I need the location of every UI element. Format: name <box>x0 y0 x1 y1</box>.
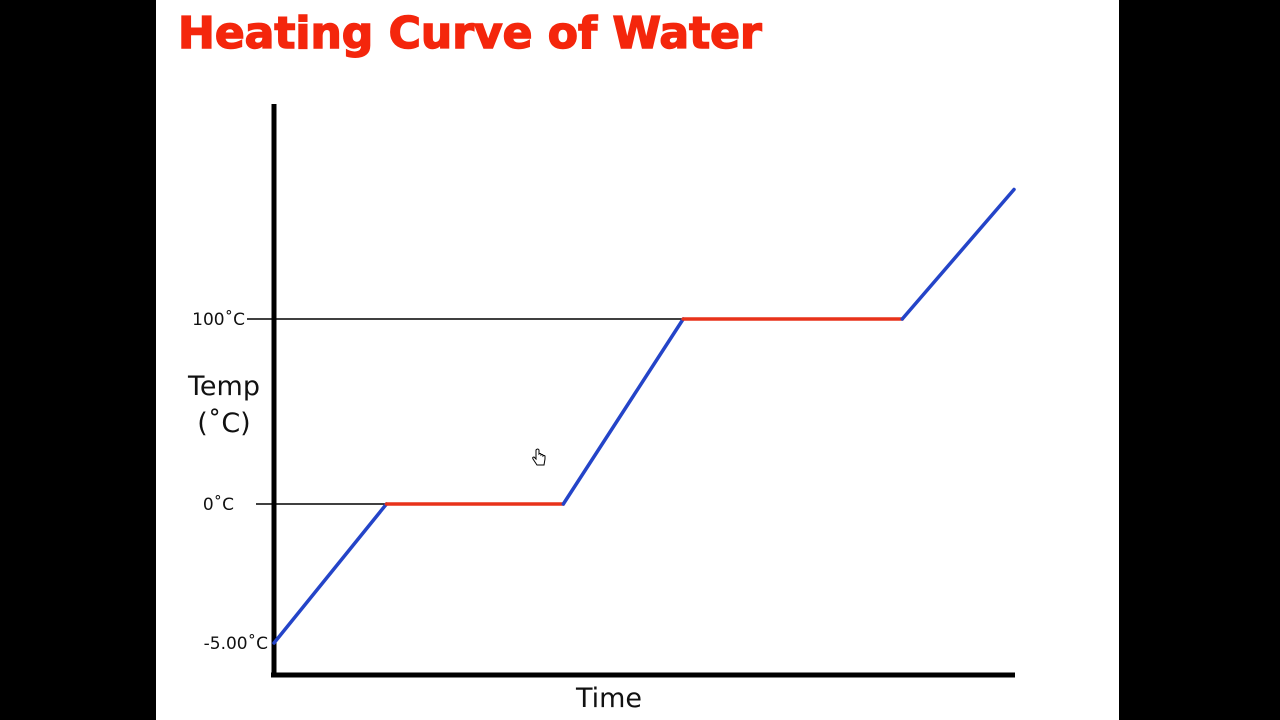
chart-title: Heating Curve of Water <box>177 7 762 60</box>
y-axis-label: Temp <box>187 371 260 402</box>
y-tick-label: -5.00˚C <box>204 633 268 654</box>
y-axis-unit: (˚C) <box>197 408 250 439</box>
slide <box>156 0 1119 720</box>
heating-segment <box>561 317 685 506</box>
y-tick-label: 100˚C <box>192 309 245 330</box>
x-axis-label: Time <box>575 683 642 714</box>
y-tick-label: 0˚C <box>203 494 234 515</box>
heating-segment <box>900 187 1016 321</box>
heating-segment <box>272 502 389 645</box>
hand-pointer-icon <box>532 448 546 466</box>
